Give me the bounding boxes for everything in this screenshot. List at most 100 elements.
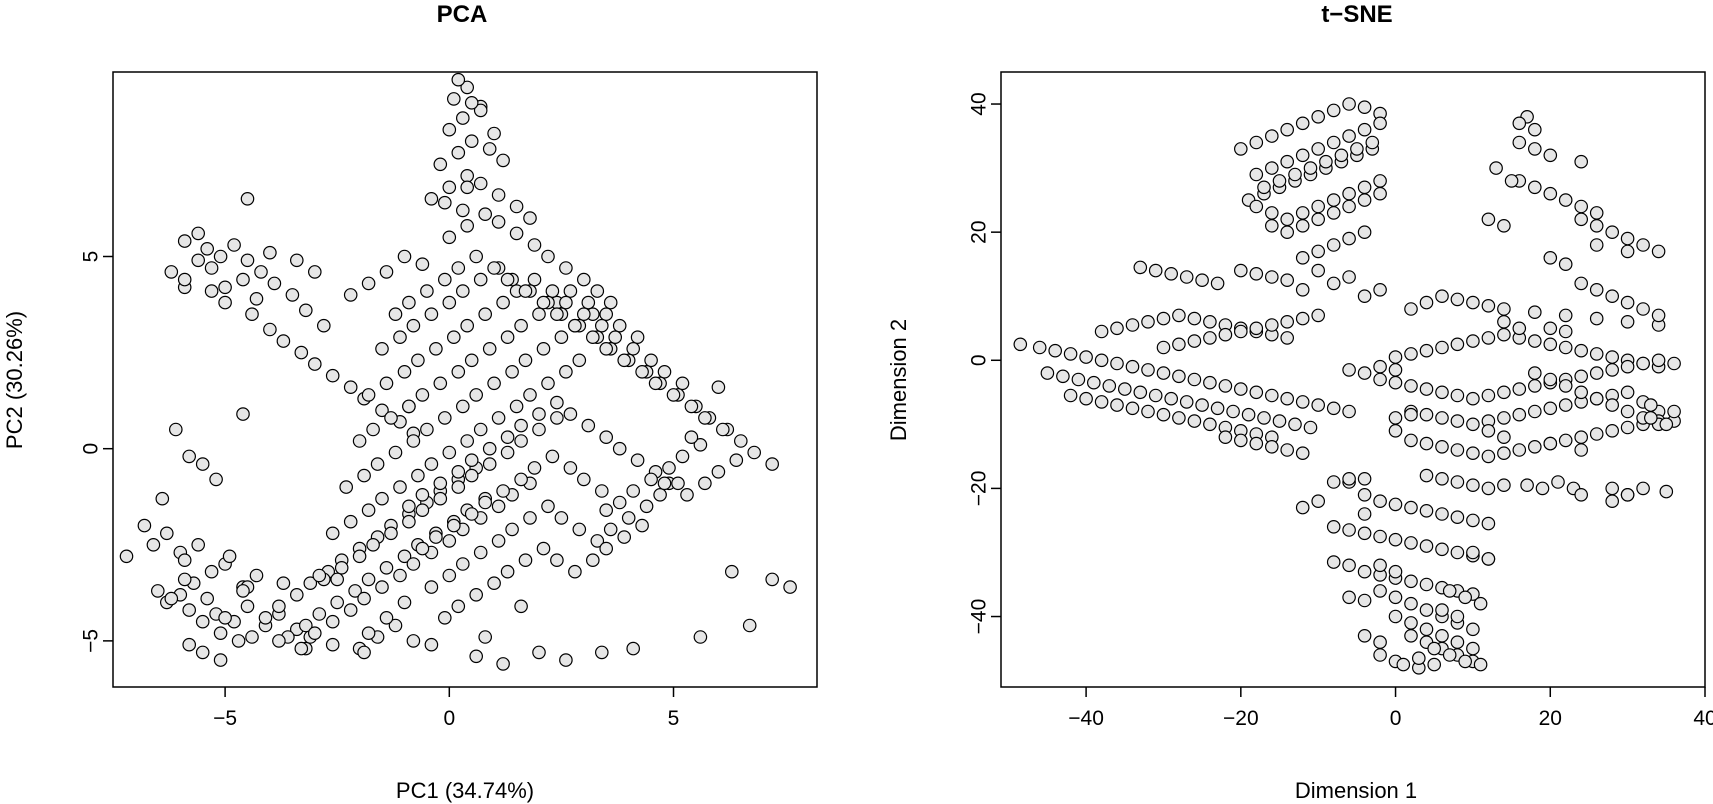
- tsne-point: [1528, 180, 1542, 195]
- pca-point: [433, 376, 448, 391]
- tsne-point: [1489, 161, 1503, 175]
- pca-point: [514, 472, 528, 487]
- tsne-point: [1357, 628, 1372, 643]
- tsne-point: [1404, 574, 1418, 589]
- pca-point: [160, 526, 174, 541]
- pca-point: [599, 503, 613, 517]
- pca-point: [675, 449, 690, 464]
- tsne-point: [1620, 487, 1635, 502]
- pca-point: [343, 603, 358, 617]
- pca-point: [379, 560, 394, 575]
- tsne-point: [1528, 439, 1542, 454]
- pca-point: [433, 491, 448, 506]
- tsne-point: [1295, 395, 1310, 409]
- pca-point: [213, 249, 228, 264]
- pca-point: [442, 180, 457, 195]
- pca-point: [330, 595, 344, 610]
- pca-point: [240, 599, 255, 614]
- tsne-point: [1543, 337, 1558, 352]
- tsne-point: [1295, 250, 1310, 265]
- pca-point: [733, 434, 748, 448]
- tsne-point: [1497, 411, 1511, 425]
- tsne-point: [1450, 337, 1465, 352]
- pca-point: [684, 399, 699, 414]
- tsne-point: [1326, 475, 1341, 489]
- pca-point: [612, 441, 627, 456]
- tsne-point: [1473, 657, 1488, 672]
- tsne-point: [1295, 446, 1310, 460]
- tsne-point: [1172, 411, 1186, 425]
- pca-point: [451, 261, 466, 275]
- pca-point: [572, 522, 587, 537]
- pca-point: [442, 295, 457, 310]
- pca-point: [415, 541, 430, 556]
- tsne-point: [1373, 116, 1387, 131]
- pca-point: [415, 503, 430, 517]
- tsne-point: [1342, 270, 1356, 284]
- pca-point: [482, 142, 497, 156]
- pca-point: [576, 307, 591, 321]
- tsne-point: [1543, 250, 1558, 265]
- tsne-point: [1156, 366, 1171, 380]
- pca-plot-frame: [112, 71, 818, 688]
- tsne-x-tick-label: −40: [1068, 707, 1104, 730]
- pca-point: [550, 395, 564, 410]
- pca-point: [563, 407, 578, 421]
- tsne-point: [1133, 260, 1148, 275]
- pca-point: [298, 618, 313, 633]
- pca-point: [200, 242, 214, 256]
- pca-point: [568, 564, 582, 579]
- tsne-point: [1288, 167, 1302, 182]
- pca-point: [294, 345, 309, 360]
- tsne-point: [1543, 186, 1558, 201]
- pca-point: [675, 376, 690, 391]
- pca-point: [451, 464, 466, 479]
- tsne-point: [1497, 314, 1511, 329]
- pca-point: [424, 307, 439, 321]
- pca-point: [276, 576, 291, 590]
- tsne-point: [1558, 340, 1573, 355]
- tsne-point: [1512, 443, 1527, 457]
- tsne-point: [1589, 219, 1604, 233]
- pca-point: [437, 195, 452, 210]
- pca-point: [209, 472, 223, 487]
- pca-point: [406, 557, 421, 571]
- tsne-point: [1636, 356, 1650, 371]
- pca-point: [505, 364, 519, 379]
- tsne-point: [1280, 391, 1294, 406]
- tsne-point: [1512, 382, 1527, 396]
- pca-point: [442, 122, 457, 137]
- tsne-point: [1326, 519, 1341, 534]
- pca-point: [724, 564, 739, 579]
- tsne-point: [1187, 414, 1202, 428]
- pca-point: [384, 411, 398, 425]
- pca-x-tick-label: 0: [443, 707, 455, 730]
- tsne-point: [1589, 238, 1604, 252]
- pca-point: [429, 341, 443, 356]
- tsne-point: [1388, 532, 1403, 547]
- pca-point: [541, 376, 555, 391]
- tsne-point: [1303, 161, 1318, 175]
- pca-point: [402, 295, 416, 310]
- pca-point: [370, 457, 385, 471]
- tsne-point: [1388, 590, 1403, 605]
- tsne-point: [1164, 266, 1178, 281]
- tsne-point: [1651, 244, 1666, 259]
- pca-point: [559, 364, 573, 379]
- pca-point: [554, 330, 569, 344]
- tsne-point: [1481, 331, 1496, 345]
- pca-point: [307, 265, 322, 279]
- pca-point: [514, 434, 528, 448]
- pca-point: [334, 560, 349, 575]
- pca-point: [343, 514, 358, 529]
- pca-point: [316, 318, 331, 333]
- tsne-point: [1481, 449, 1496, 464]
- tsne-point: [1388, 375, 1403, 390]
- tsne-title: t−SNE: [1321, 1, 1392, 28]
- pca-point: [550, 411, 564, 425]
- pca-point: [402, 499, 416, 514]
- tsne-point: [1574, 276, 1588, 291]
- tsne-point: [1458, 590, 1472, 605]
- tsne-point: [1265, 206, 1279, 220]
- pca-point: [182, 637, 196, 652]
